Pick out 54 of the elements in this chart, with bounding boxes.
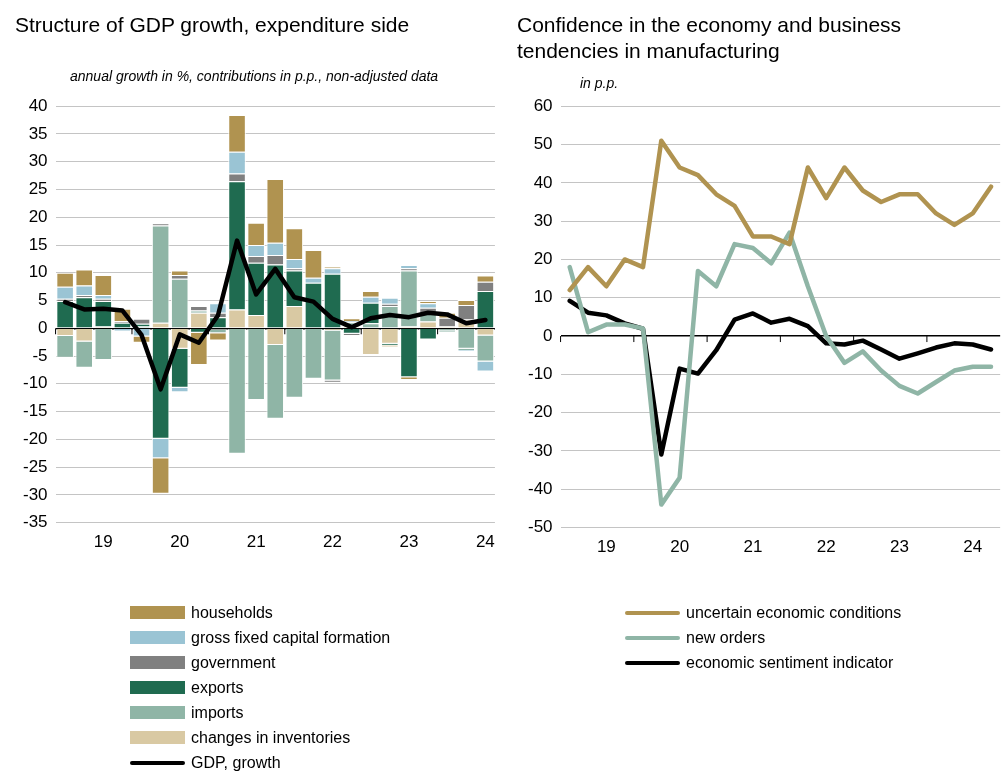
legend-label: new orders — [686, 628, 766, 647]
x-tick-label: 22 — [323, 532, 343, 552]
chart-subtitle: in p.p. — [580, 75, 619, 91]
y-tick-label: -50 — [527, 517, 553, 537]
legend-label: uncertain economic conditions — [686, 603, 902, 622]
y-tick-label: 35 — [28, 123, 48, 143]
y-tick-label: -25 — [22, 456, 48, 476]
chart-title: Structure of GDP growth, expenditure side — [15, 12, 411, 38]
x-tick-label: 22 — [816, 537, 836, 557]
y-tick-label: 0 — [38, 317, 48, 337]
y-tick-label: 50 — [533, 134, 553, 154]
y-tick-label: 5 — [38, 290, 48, 310]
y-tick-label: -20 — [527, 402, 553, 422]
y-tick-label: -10 — [22, 373, 48, 393]
legend-label: imports — [191, 703, 244, 722]
y-tick-label: -35 — [22, 512, 48, 532]
y-tick-label: 15 — [28, 234, 48, 254]
chart-title: Confidence in the economy and business tendencies in manufacturing — [517, 12, 903, 64]
legend-label: government — [191, 653, 276, 672]
y-tick-label: 20 — [533, 249, 553, 269]
y-tick-label: 40 — [28, 95, 48, 115]
x-tick-label: 19 — [596, 537, 616, 557]
y-tick-label: 10 — [28, 262, 48, 282]
y-tick-label: -20 — [22, 429, 48, 449]
x-tick-label: 23 — [399, 532, 419, 552]
legend-label: GDP, growth — [191, 753, 281, 771]
y-tick-label: -40 — [527, 478, 553, 498]
x-tick-label: 23 — [889, 537, 909, 557]
x-tick-label: 24 — [963, 537, 983, 557]
y-tick-label: 40 — [533, 172, 553, 192]
legend-label: economic sentiment indicator — [686, 653, 894, 672]
x-tick-label: 21 — [743, 537, 763, 557]
y-tick-label: 0 — [543, 325, 553, 345]
legend-label: exports — [191, 678, 244, 697]
y-tick-label: -15 — [22, 401, 48, 421]
y-tick-label: 30 — [533, 210, 553, 230]
y-tick-label: 20 — [28, 206, 48, 226]
x-tick-label: 24 — [475, 532, 495, 552]
x-tick-label: 19 — [93, 532, 113, 552]
y-tick-label: 25 — [28, 179, 48, 199]
legend-label: households — [191, 603, 273, 622]
y-tick-label: -30 — [527, 440, 553, 460]
y-tick-label: -10 — [527, 364, 553, 384]
x-tick-label: 21 — [246, 532, 266, 552]
legend-label: changes in inventories — [191, 728, 351, 747]
chart-subtitle: annual growth in %, contributions in p.p., non-adjusted data — [70, 68, 439, 84]
y-tick-label: -5 — [32, 345, 48, 365]
y-tick-label: 10 — [533, 287, 553, 307]
x-tick-label: 20 — [670, 537, 690, 557]
y-tick-label: 30 — [28, 151, 48, 171]
y-tick-label: 60 — [533, 95, 553, 115]
legend-label: gross fixed capital formation — [191, 628, 391, 647]
x-tick-label: 20 — [170, 532, 190, 552]
y-tick-label: -30 — [22, 484, 48, 504]
